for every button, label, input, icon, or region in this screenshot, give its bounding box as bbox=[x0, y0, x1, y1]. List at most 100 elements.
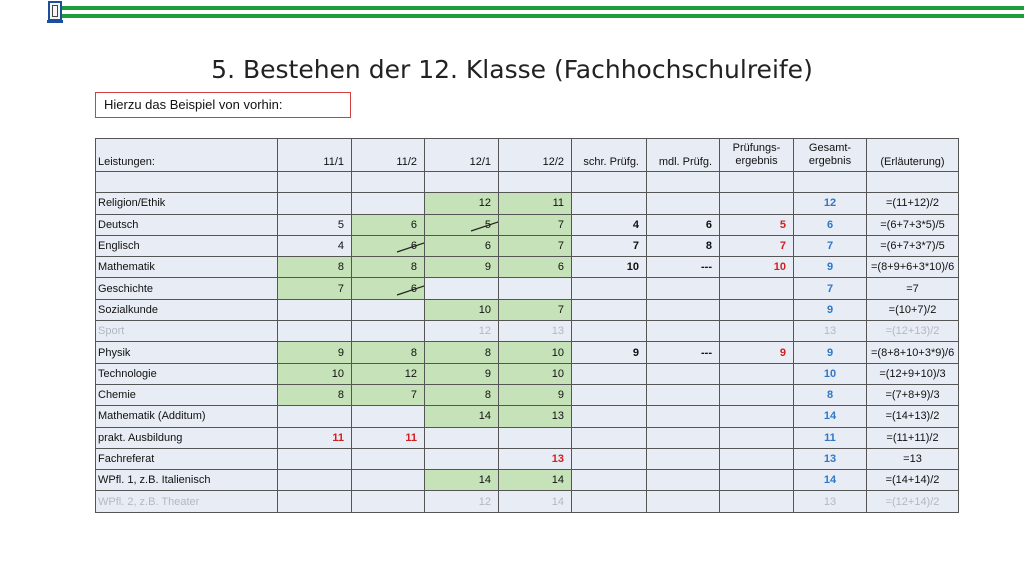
grade-cell-s11-1 bbox=[277, 298, 352, 322]
grade-cell-s12-2: 6 bbox=[498, 256, 572, 279]
grade-cell-s11-1: 8 bbox=[277, 383, 352, 407]
grade-cell-s12-2 bbox=[498, 426, 572, 449]
grade-cell-schr bbox=[571, 298, 647, 322]
table-row: Deutsch56574656=(6+7+3*5)/5 bbox=[95, 213, 959, 236]
grade-cell-s11-1 bbox=[277, 405, 352, 428]
grade-cell-ge: 13 bbox=[793, 447, 867, 471]
grade-cell-mdl bbox=[646, 383, 720, 407]
grade-cell-mdl: --- bbox=[646, 341, 720, 364]
grade-cell-s12-2: 11 bbox=[498, 192, 572, 215]
grade-cell-pe bbox=[719, 383, 794, 407]
header-leistungen: Leistungen: bbox=[95, 138, 278, 172]
grade-cell-s11-2 bbox=[351, 320, 425, 343]
table-row: Geschichte767=7 bbox=[95, 277, 959, 300]
subject-cell: Sozialkunde bbox=[95, 298, 278, 322]
table-row: Mathematik (Additum) 14 13 14 =(14+13)/2 bbox=[95, 405, 959, 428]
grade-cell-s12-1: 12 bbox=[424, 490, 499, 513]
grade-cell-schr bbox=[571, 320, 647, 343]
subject-cell: WPfl. 2, z.B. Theater bbox=[95, 490, 278, 513]
grade-cell-s12-1 bbox=[424, 426, 499, 449]
table-row: Fachreferat 13 13 =13 bbox=[95, 447, 959, 471]
grade-cell-s12-2: 13 bbox=[498, 320, 572, 343]
grade-cell-schr: 4 bbox=[571, 213, 647, 236]
header-pruefungsergebnis: Prüfungs-ergebnis bbox=[719, 138, 794, 172]
grade-cell-s11-2 bbox=[351, 405, 425, 428]
header-12-1: 12/1 bbox=[424, 138, 499, 172]
grade-cell-s12-2: 10 bbox=[498, 362, 572, 385]
table-row: Chemie 8 7 8 9 8 =(7+8+9)/3 bbox=[95, 383, 959, 407]
grade-cell-schr bbox=[571, 362, 647, 385]
grade-cell-s11-1 bbox=[277, 320, 352, 343]
subject-cell: prakt. Ausbildung bbox=[95, 426, 278, 449]
grade-cell-mdl bbox=[646, 320, 720, 343]
explanation-cell: =(12+14)/2 bbox=[866, 490, 959, 513]
table-row: Mathematik 8 8 9 6 10 --- 10 9 =(8+9+6+3*10)/6 bbox=[95, 256, 959, 279]
grade-cell-mdl bbox=[646, 447, 720, 471]
grade-cell-pe bbox=[719, 405, 794, 428]
table-row: Physik 9 8 8 10 9 --- 9 9 =(8+8+10+3*9)/6 bbox=[95, 341, 959, 364]
explanation-cell: =(10+7)/2 bbox=[866, 298, 959, 322]
grade-cell-s11-2: 11 bbox=[351, 426, 425, 449]
grade-cell-s12-2: 13 bbox=[498, 447, 572, 471]
explanation-cell: =(11+11)/2 bbox=[866, 426, 959, 449]
grade-cell-s11-2: 6 bbox=[351, 277, 425, 300]
grade-cell-pe bbox=[719, 469, 794, 492]
grade-cell-s12-2: 14 bbox=[498, 490, 572, 513]
crossed-out-grade: 6 bbox=[396, 283, 424, 296]
grade-cell-s12-2 bbox=[498, 277, 572, 300]
grade-cell-s12-1: 8 bbox=[424, 383, 499, 407]
table-row: Sozialkunde 10 7 9 =(10+7)/2 bbox=[95, 298, 959, 322]
header-12-2: 12/2 bbox=[498, 138, 572, 172]
subject-cell: Chemie bbox=[95, 383, 278, 407]
grade-cell-ge: 13 bbox=[793, 320, 867, 343]
grade-cell-mdl: 6 bbox=[646, 213, 720, 236]
grade-cell-s11-1: 4 bbox=[277, 234, 352, 258]
grade-cell-schr: 7 bbox=[571, 234, 647, 258]
grade-cell-s11-2 bbox=[351, 298, 425, 322]
grade-cell-s12-1 bbox=[424, 277, 499, 300]
grade-cell-s11-2 bbox=[351, 490, 425, 513]
grade-cell-s11-2: 8 bbox=[351, 256, 425, 279]
grade-cell-s11-2 bbox=[351, 469, 425, 492]
grade-cell-schr: 9 bbox=[571, 341, 647, 364]
grade-cell-s12-1: 9 bbox=[424, 256, 499, 279]
grade-cell-s11-2: 6 bbox=[351, 213, 425, 236]
explanation-cell: =(14+14)/2 bbox=[866, 469, 959, 492]
grade-cell-s12-1: 12 bbox=[424, 320, 499, 343]
crossed-out-grade: 6 bbox=[396, 240, 424, 253]
subject-cell: Mathematik (Additum) bbox=[95, 405, 278, 428]
strike-line-icon bbox=[470, 221, 498, 232]
grade-cell-s12-1: 12 bbox=[424, 192, 499, 215]
grade-cell-schr bbox=[571, 383, 647, 407]
grade-cell-ge: 6 bbox=[793, 213, 867, 236]
grade-cell-s11-1: 11 bbox=[277, 426, 352, 449]
explanation-cell: =13 bbox=[866, 447, 959, 471]
subject-cell: Deutsch bbox=[95, 213, 278, 236]
header-gesamtergebnis: Gesamt-ergebnis bbox=[793, 138, 867, 172]
grade-cell-mdl: 8 bbox=[646, 234, 720, 258]
grade-cell-s11-2 bbox=[351, 192, 425, 215]
grades-table: Leistungen: 11/1 11/2 12/1 12/2 schr. Pr… bbox=[95, 138, 959, 513]
grade-cell-ge: 11 bbox=[793, 426, 867, 449]
grade-cell-mdl bbox=[646, 490, 720, 513]
table-header-row: Leistungen: 11/1 11/2 12/1 12/2 schr. Pr… bbox=[95, 138, 959, 172]
table-body: Religion/Ethik121112=(11+12)/2Deutsch565… bbox=[95, 192, 959, 513]
subject-cell: Physik bbox=[95, 341, 278, 364]
header-mdl-pruefung: mdl. Prüfg. bbox=[646, 138, 720, 172]
grade-cell-schr bbox=[571, 192, 647, 215]
strike-line-icon bbox=[396, 242, 424, 253]
grade-cell-mdl bbox=[646, 298, 720, 322]
grade-cell-pe bbox=[719, 192, 794, 215]
explanation-cell: =(11+12)/2 bbox=[866, 192, 959, 215]
grade-cell-mdl: --- bbox=[646, 256, 720, 279]
grade-cell-s12-1: 14 bbox=[424, 469, 499, 492]
grade-cell-s11-1 bbox=[277, 469, 352, 492]
grade-cell-s11-2: 6 bbox=[351, 234, 425, 258]
grade-cell-s12-2: 7 bbox=[498, 213, 572, 236]
grade-cell-pe: 5 bbox=[719, 213, 794, 236]
subject-cell: Geschichte bbox=[95, 277, 278, 300]
grade-cell-s11-2: 8 bbox=[351, 341, 425, 364]
grade-cell-pe: 9 bbox=[719, 341, 794, 364]
school-logo-icon bbox=[47, 1, 63, 23]
grade-cell-ge: 8 bbox=[793, 383, 867, 407]
